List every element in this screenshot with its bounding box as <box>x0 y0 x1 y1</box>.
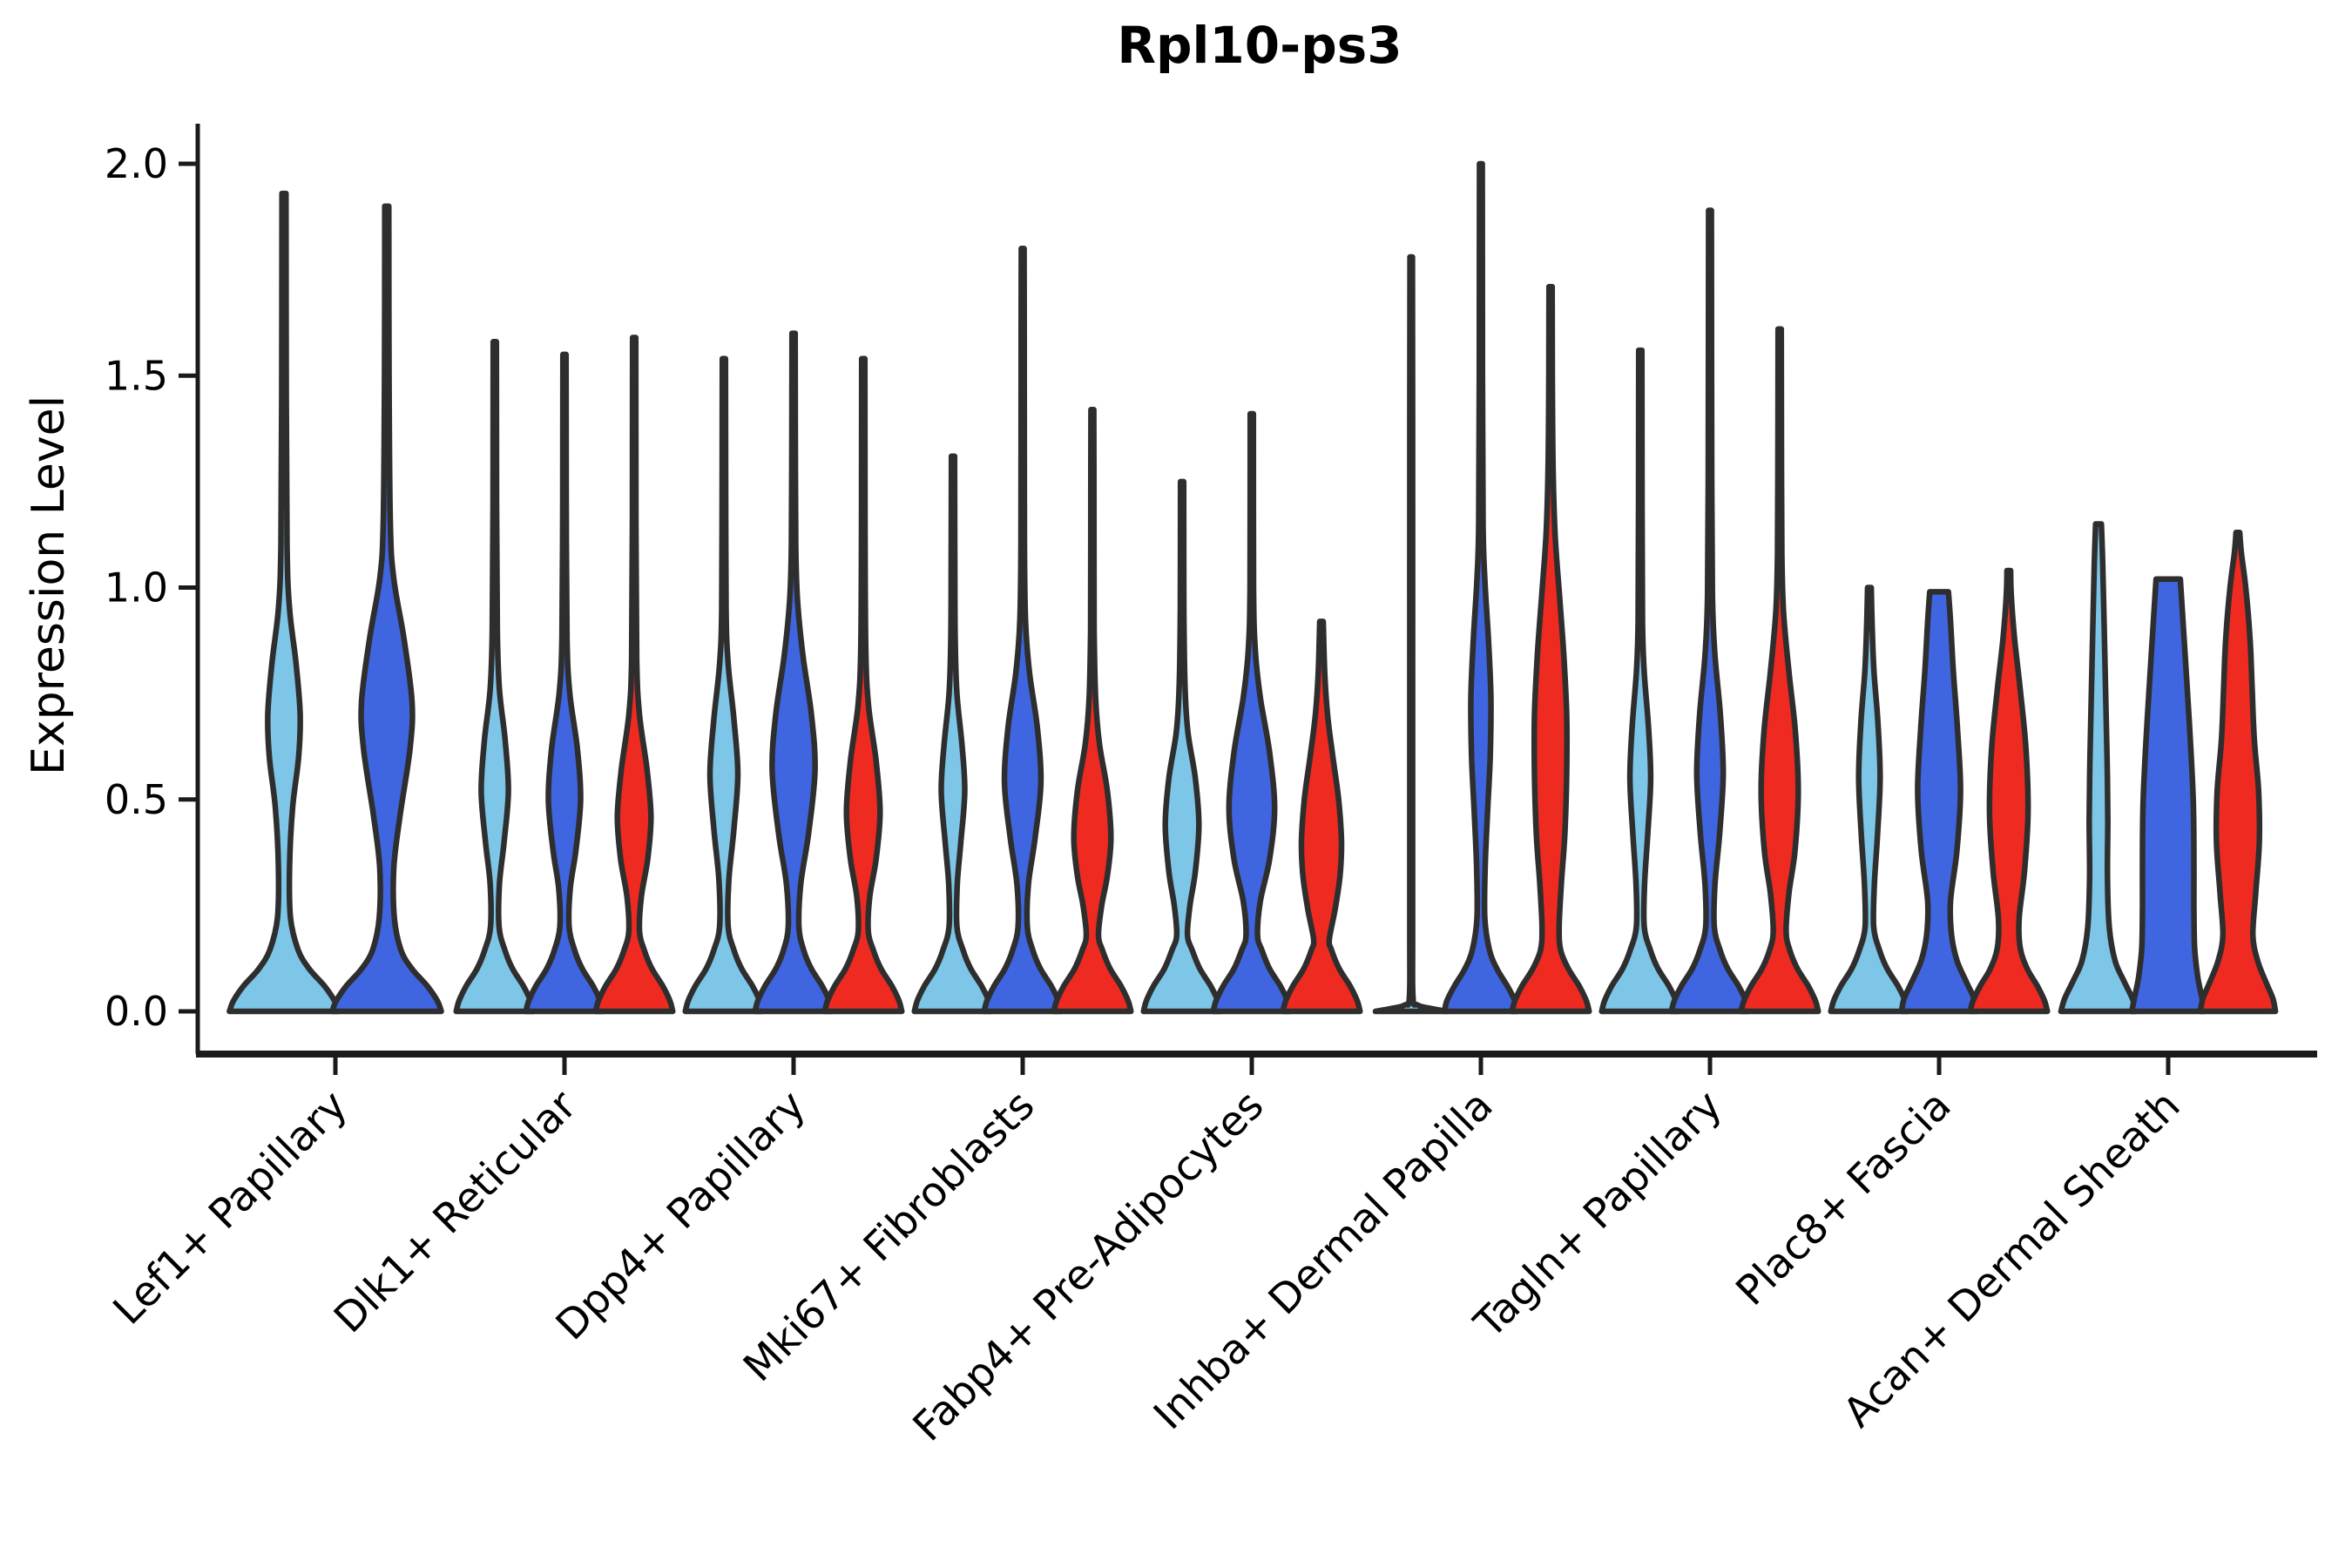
y-tick-label: 1.0 <box>105 564 168 612</box>
y-tick-label: 1.5 <box>105 352 168 399</box>
chart-title: Rpl10-ps3 <box>1117 16 1402 75</box>
violin-tagln+-red-split <box>1738 326 1821 1015</box>
violin-lef1+-royalblue-split <box>329 203 444 1015</box>
violin-plac8+-skyblue-split <box>1828 585 1911 1015</box>
violin-dpp4+-royalblue-split <box>752 330 835 1015</box>
violin-dpp4+-red-split <box>821 355 905 1015</box>
violin-lef1+-skyblue-split <box>226 190 341 1015</box>
violin-acan+-royalblue-split <box>2128 576 2208 1015</box>
x-tick-label: Plac8+ Fascia <box>1727 1082 1961 1315</box>
violin-acan+-skyblue-split <box>2058 521 2139 1015</box>
y-tick-label: 0.0 <box>105 988 168 1035</box>
x-tick-label: Dlk1+ Reticular <box>325 1081 586 1342</box>
violin-plac8+-red-split <box>1967 567 2051 1015</box>
y-tick-label: 0.5 <box>105 776 168 823</box>
violin-acan+-red-split <box>2197 530 2279 1015</box>
violin-dpp4+-skyblue-split <box>682 355 766 1015</box>
violin-fabp4+-red-split <box>1280 618 1363 1015</box>
violin-fabp4+-skyblue-split <box>1140 478 1224 1015</box>
violin-inhba+-skyblue-split <box>1372 253 1450 1015</box>
violin-mki67+-royalblue-split <box>981 246 1064 1015</box>
y-axis-title: Expression Level <box>23 395 75 776</box>
x-tick-label: Tagln+ Papillary <box>1465 1082 1732 1348</box>
violin-tagln+-royalblue-split <box>1668 207 1752 1015</box>
violin-dlk1+-skyblue-split <box>453 339 537 1015</box>
violin-dlk1+-royalblue-split <box>523 351 606 1015</box>
violin-fabp4+-royalblue-split <box>1210 410 1294 1015</box>
violin-mki67+-red-split <box>1051 406 1134 1015</box>
x-tick-label: Dpp4+ Papillary <box>547 1082 815 1350</box>
violin-inhba+-red-split <box>1509 283 1592 1015</box>
x-tick-label: Lef1+ Papillary <box>105 1082 357 1335</box>
violin-plac8+-royalblue-split <box>1898 589 1980 1015</box>
violin-dlk1+-red-split <box>592 335 676 1015</box>
violin-tagln+-skyblue-split <box>1598 347 1682 1015</box>
violin-inhba+-royalblue-split <box>1441 160 1521 1015</box>
y-tick-label: 2.0 <box>105 140 168 187</box>
violin-mki67+-skyblue-split <box>911 453 995 1015</box>
